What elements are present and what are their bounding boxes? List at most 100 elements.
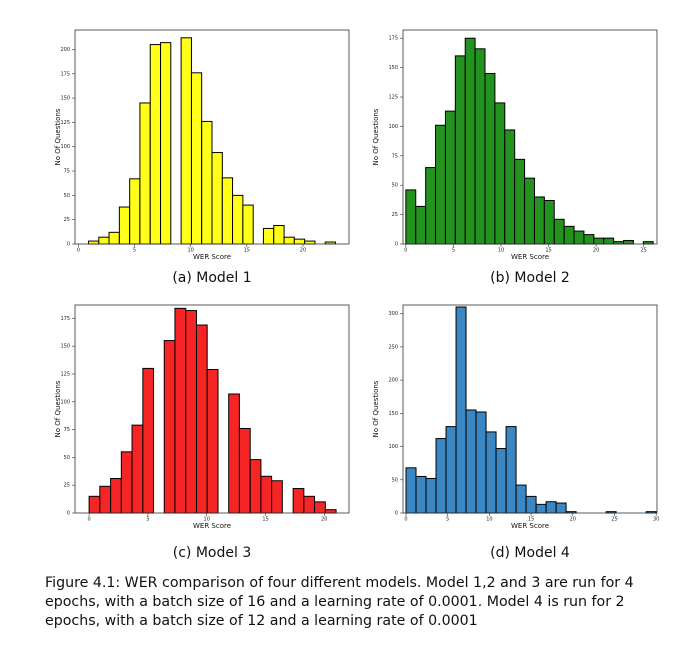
y-tick-label: 125 — [60, 371, 70, 377]
bar — [232, 194, 244, 245]
y-tick-label: 0 — [67, 242, 70, 248]
y-axis-label: No Of Questions — [54, 108, 62, 165]
subfigure-caption: (d) Model 4 — [490, 545, 570, 561]
y-tick-label: 300 — [388, 311, 398, 317]
x-tick-label: 10 — [498, 248, 504, 254]
y-tick-label: 150 — [388, 411, 398, 417]
bar — [603, 237, 615, 245]
bar — [120, 451, 133, 514]
x-tick-label: 15 — [244, 248, 250, 254]
bar — [535, 503, 547, 514]
subfigure-caption: (b) Model 2 — [490, 270, 570, 286]
bar — [139, 102, 151, 245]
bar — [435, 438, 447, 514]
x-tick-label: 10 — [204, 517, 210, 523]
y-tick-label: 50 — [64, 455, 70, 461]
bar — [484, 73, 496, 245]
bar — [583, 234, 595, 245]
bar — [163, 340, 176, 514]
bar — [485, 431, 497, 514]
axes-frame — [402, 29, 658, 245]
bar — [475, 411, 487, 514]
x-tick-label: 20 — [570, 517, 576, 523]
y-tick-label: 200 — [60, 47, 70, 53]
bar — [573, 230, 585, 245]
bar — [474, 48, 486, 245]
x-tick-label: 5 — [133, 248, 136, 254]
bar — [160, 42, 172, 245]
x-tick-label: 20 — [300, 248, 306, 254]
bar — [455, 306, 467, 514]
bar — [563, 225, 575, 245]
y-tick-label: 175 — [60, 71, 70, 77]
bar — [118, 206, 131, 245]
axes-frame — [402, 304, 658, 514]
bar — [553, 218, 565, 245]
y-tick-label: 125 — [388, 95, 398, 101]
bar — [195, 324, 208, 514]
y-tick-label: 200 — [388, 378, 398, 384]
bar — [623, 239, 634, 245]
bar — [108, 231, 120, 245]
x-tick-label: 15 — [262, 517, 268, 523]
bar — [444, 110, 456, 245]
y-tick-label: 100 — [60, 144, 70, 150]
x-tick-label: 5 — [452, 248, 455, 254]
bar — [543, 199, 555, 245]
bar — [221, 177, 234, 245]
bar — [206, 369, 219, 514]
bar — [242, 204, 254, 245]
bar — [293, 238, 306, 245]
bar — [201, 120, 213, 245]
bar — [110, 478, 122, 514]
bar — [314, 501, 326, 514]
bar — [425, 167, 437, 245]
x-tick-label: 10 — [187, 248, 193, 254]
bar — [504, 129, 516, 245]
bar — [464, 37, 476, 245]
axes-frame — [74, 29, 350, 245]
axes-frame — [74, 304, 350, 514]
x-tick-label: 20 — [593, 248, 599, 254]
subfigure-caption: (a) Model 1 — [172, 270, 251, 286]
y-axis-label: No Of Questions — [372, 380, 380, 437]
y-tick-label: 0 — [395, 511, 398, 517]
y-tick-label: 250 — [388, 344, 398, 350]
bar — [88, 495, 101, 514]
bar — [238, 427, 251, 514]
y-tick-label: 100 — [388, 124, 398, 130]
x-tick-label: 15 — [528, 517, 534, 523]
bar — [149, 44, 162, 245]
bar — [87, 240, 100, 245]
bar — [514, 158, 526, 245]
y-tick-label: 75 — [392, 153, 398, 159]
bar — [185, 310, 197, 514]
y-axis-label: No Of Questions — [372, 108, 380, 165]
bar — [405, 189, 417, 245]
bar — [260, 475, 273, 514]
x-axis-label: WER Score — [193, 253, 231, 261]
bar — [129, 178, 141, 245]
bar — [249, 459, 262, 514]
bar — [228, 393, 240, 514]
bar — [262, 227, 275, 245]
y-tick-label: 75 — [64, 427, 70, 433]
bar — [190, 72, 203, 245]
bar — [525, 495, 537, 514]
x-tick-label: 15 — [545, 248, 551, 254]
bar — [454, 55, 466, 245]
y-tick-label: 100 — [60, 399, 70, 405]
y-tick-label: 175 — [60, 316, 70, 322]
bar — [131, 424, 144, 514]
y-tick-label: 50 — [64, 193, 70, 199]
x-tick-label: 0 — [404, 517, 407, 523]
subfigure-caption: (c) Model 3 — [173, 545, 251, 561]
bar — [445, 426, 457, 514]
y-tick-label: 125 — [60, 120, 70, 126]
y-tick-label: 50 — [392, 183, 398, 189]
y-tick-label: 75 — [64, 169, 70, 175]
y-tick-label: 0 — [67, 511, 70, 517]
y-tick-label: 150 — [60, 96, 70, 102]
